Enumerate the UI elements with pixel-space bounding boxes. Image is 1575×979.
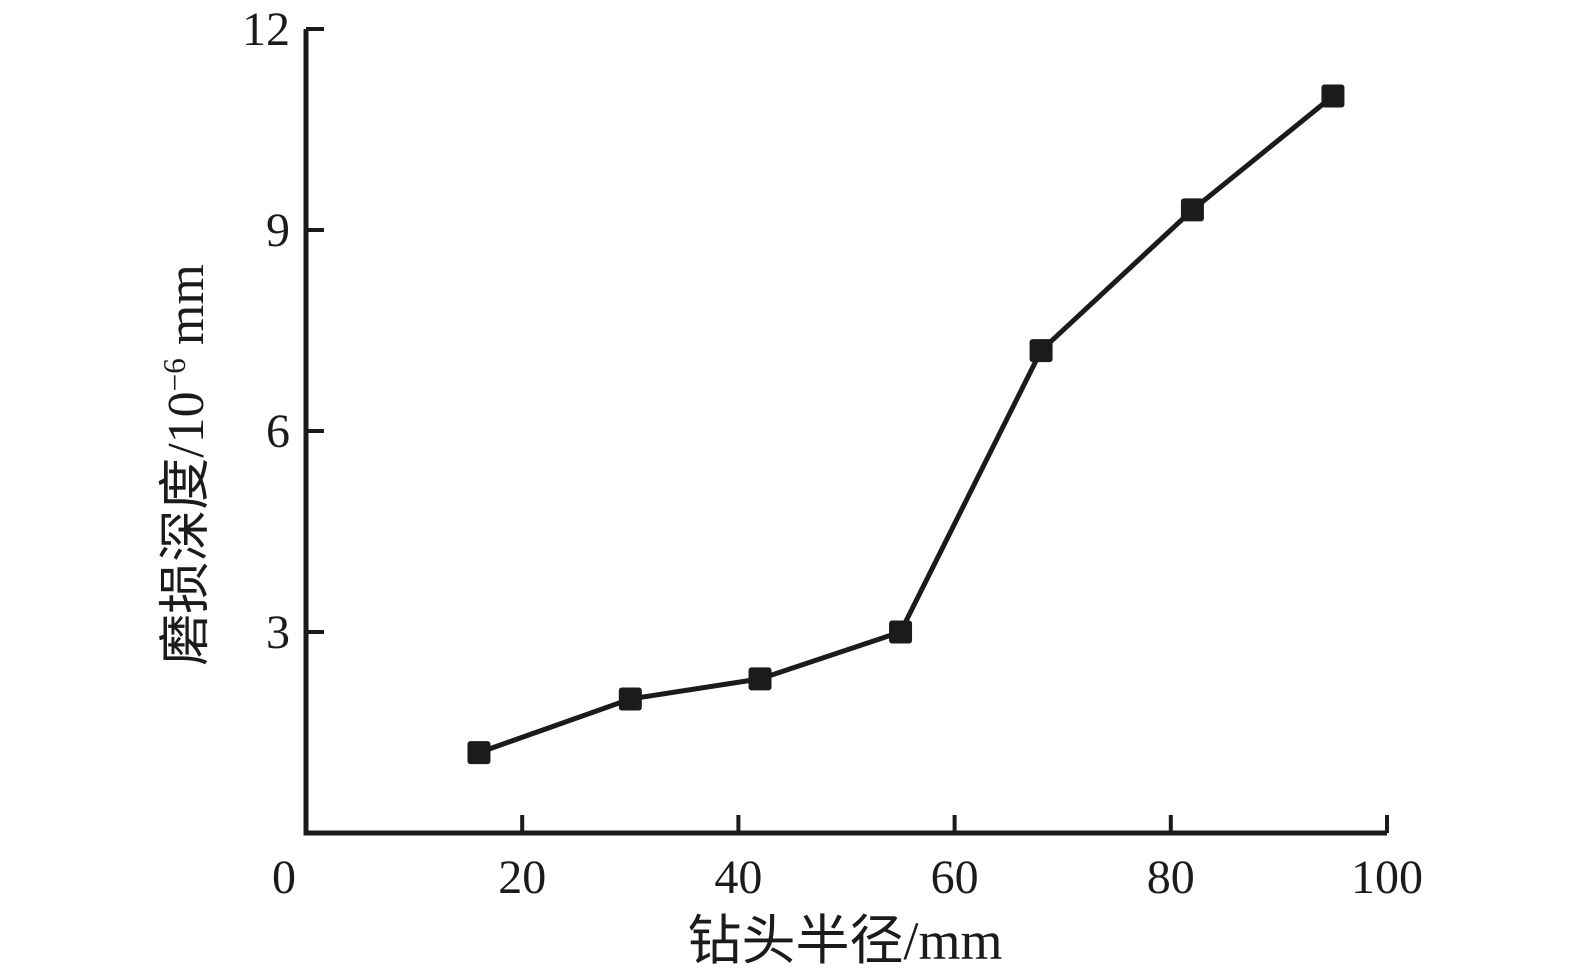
- y-tick-label: 9: [266, 204, 290, 257]
- data-point-marker: [748, 667, 772, 691]
- origin-label: 0: [272, 851, 296, 904]
- data-point-marker: [1321, 84, 1345, 108]
- y-axis-title-suffix: mm: [158, 264, 216, 359]
- y-axis-title-superscript: −6: [156, 358, 192, 392]
- x-tick-label: 100: [1351, 851, 1423, 904]
- data-point-marker: [1180, 198, 1204, 222]
- y-tick-label: 12: [242, 3, 290, 56]
- data-point-marker: [618, 687, 642, 711]
- x-tick-label: 80: [1147, 851, 1195, 904]
- x-tick-label: 60: [931, 851, 979, 904]
- x-axis-title: 钻头半径/mm: [687, 914, 1002, 968]
- x-tick-label: 20: [498, 851, 546, 904]
- y-tick-label: 3: [266, 606, 290, 659]
- y-tick-label: 6: [266, 405, 290, 458]
- y-axis-title: 磨损深度/10−6 mm: [156, 264, 216, 666]
- data-point-marker: [467, 741, 491, 765]
- axis-spines: [303, 29, 1387, 836]
- data-line: [478, 94, 1335, 755]
- y-axis-title-prefix: 磨损深度/10: [158, 391, 216, 666]
- data-point-marker: [1029, 339, 1053, 363]
- x-axis-title-text: 钻头半径/mm: [687, 911, 1003, 971]
- data-point-marker: [889, 620, 913, 644]
- x-tick-label: 40: [714, 851, 762, 904]
